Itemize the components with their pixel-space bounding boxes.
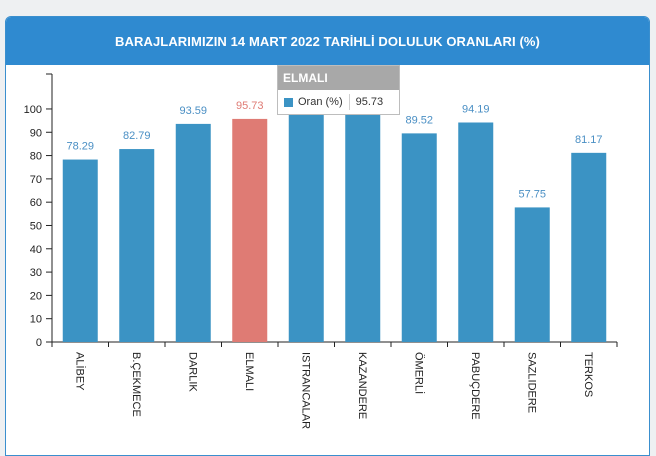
x-tick-label: TERKOS xyxy=(582,352,594,397)
bar xyxy=(571,152,607,342)
y-tick-label: 90 xyxy=(30,127,42,139)
chart-title: BARAJLARIMIZIN 14 MART 2022 TARİHLİ DOLU… xyxy=(6,17,649,65)
y-tick-label: 40 xyxy=(30,244,42,256)
x-tick-label: KAZANDERE xyxy=(356,352,368,419)
bar xyxy=(514,207,550,342)
data-label: 57.75 xyxy=(518,188,546,200)
bar xyxy=(62,159,98,342)
bar xyxy=(232,118,268,342)
data-label: 95.73 xyxy=(236,100,264,112)
x-tick-label: ISTRANCALAR xyxy=(299,352,311,429)
y-tick-label: 100 xyxy=(24,104,42,116)
y-tick-label: 60 xyxy=(30,197,42,209)
tooltip-row: Oran (%) 95.73 xyxy=(278,90,399,114)
x-tick-label: PABUÇDERE xyxy=(469,352,481,420)
bar xyxy=(345,108,381,343)
chart-tooltip: ELMALI Oran (%) 95.73 xyxy=(277,65,400,115)
y-tick-label: 70 xyxy=(30,174,42,186)
tooltip-swatch xyxy=(284,97,293,107)
data-label: 81.17 xyxy=(575,134,603,146)
y-tick-label: 0 xyxy=(36,337,42,349)
bar-chart: 0 10 20 30 40 50 60 70 80 90 100 78.29 ALİBEY 82.79 B.… xyxy=(24,73,618,429)
data-label: 93.59 xyxy=(179,105,207,117)
x-tick-label: ELMALI xyxy=(243,352,255,391)
y-tick-label: 20 xyxy=(30,290,42,302)
y-tick-label: 50 xyxy=(30,220,42,232)
x-tick-label: B.ÇEKMECE xyxy=(130,352,142,417)
data-label: 94.19 xyxy=(462,103,490,115)
tooltip-series-name: Oran (%) xyxy=(298,96,343,108)
y-tick-label: 10 xyxy=(30,314,42,326)
y-tick-label: 30 xyxy=(30,267,42,279)
bar xyxy=(288,108,324,343)
x-tick-label: SAZLIDERE xyxy=(525,352,537,413)
bar xyxy=(458,122,494,342)
data-label: 82.79 xyxy=(123,130,151,142)
data-label: 89.52 xyxy=(405,114,433,126)
data-label: 78.29 xyxy=(66,141,94,153)
bar xyxy=(401,133,437,342)
tooltip-title: ELMALI xyxy=(278,66,399,90)
x-tick-label: DARLIK xyxy=(186,352,198,392)
tooltip-value: 95.73 xyxy=(355,96,384,108)
tooltip-separator xyxy=(348,94,350,110)
x-tick-label: ÖMERLİ xyxy=(412,352,425,394)
bar xyxy=(175,123,211,342)
y-tick-label: 80 xyxy=(30,151,42,163)
bar xyxy=(119,149,155,342)
x-tick-label: ALİBEY xyxy=(73,352,86,391)
